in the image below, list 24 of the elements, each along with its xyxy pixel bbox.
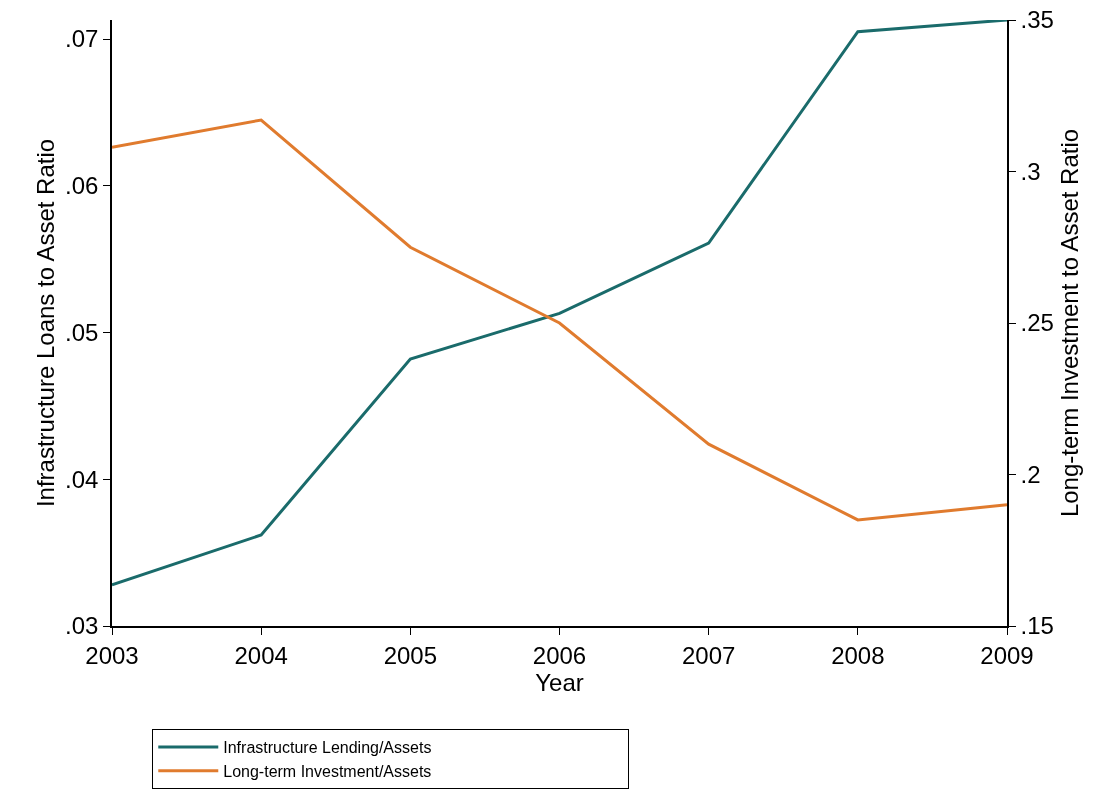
y2-tick-label: .25 bbox=[1020, 309, 1054, 337]
line-series bbox=[112, 20, 1007, 587]
y-tick-label: .05 bbox=[65, 318, 99, 346]
y-tick-label: .03 bbox=[65, 612, 99, 640]
legend-label: Long-term Investment/Assets bbox=[223, 762, 432, 780]
y2-tick-label: .15 bbox=[1020, 612, 1054, 640]
y-tick-label: .07 bbox=[65, 25, 99, 53]
y2-axis-title: Long-term Investment to Asset Ratio bbox=[1055, 128, 1083, 518]
legend-label: Infrastructure Lending/Assets bbox=[223, 739, 432, 757]
x-tick-label: 2004 bbox=[234, 641, 288, 669]
y-tick-label: .04 bbox=[65, 465, 99, 493]
y-tick-label: .06 bbox=[65, 172, 99, 200]
x-tick-label: 2003 bbox=[85, 641, 139, 669]
y2-tick-label: .35 bbox=[1020, 6, 1054, 34]
x-tick-label: 2005 bbox=[383, 641, 438, 669]
x-tick-label: 2007 bbox=[681, 641, 736, 669]
x-tick-label: 2006 bbox=[532, 641, 587, 669]
x-tick-label: 2008 bbox=[831, 641, 885, 669]
line-series bbox=[112, 118, 1007, 522]
y2-tick-label: .2 bbox=[1020, 460, 1041, 488]
y2-tick-label: .3 bbox=[1020, 157, 1041, 185]
y-axis-title: Infrastructure Loans to Asset Ratio bbox=[31, 138, 59, 508]
x-axis-title: Year bbox=[535, 668, 584, 696]
x-tick-label: 2009 bbox=[980, 641, 1034, 669]
